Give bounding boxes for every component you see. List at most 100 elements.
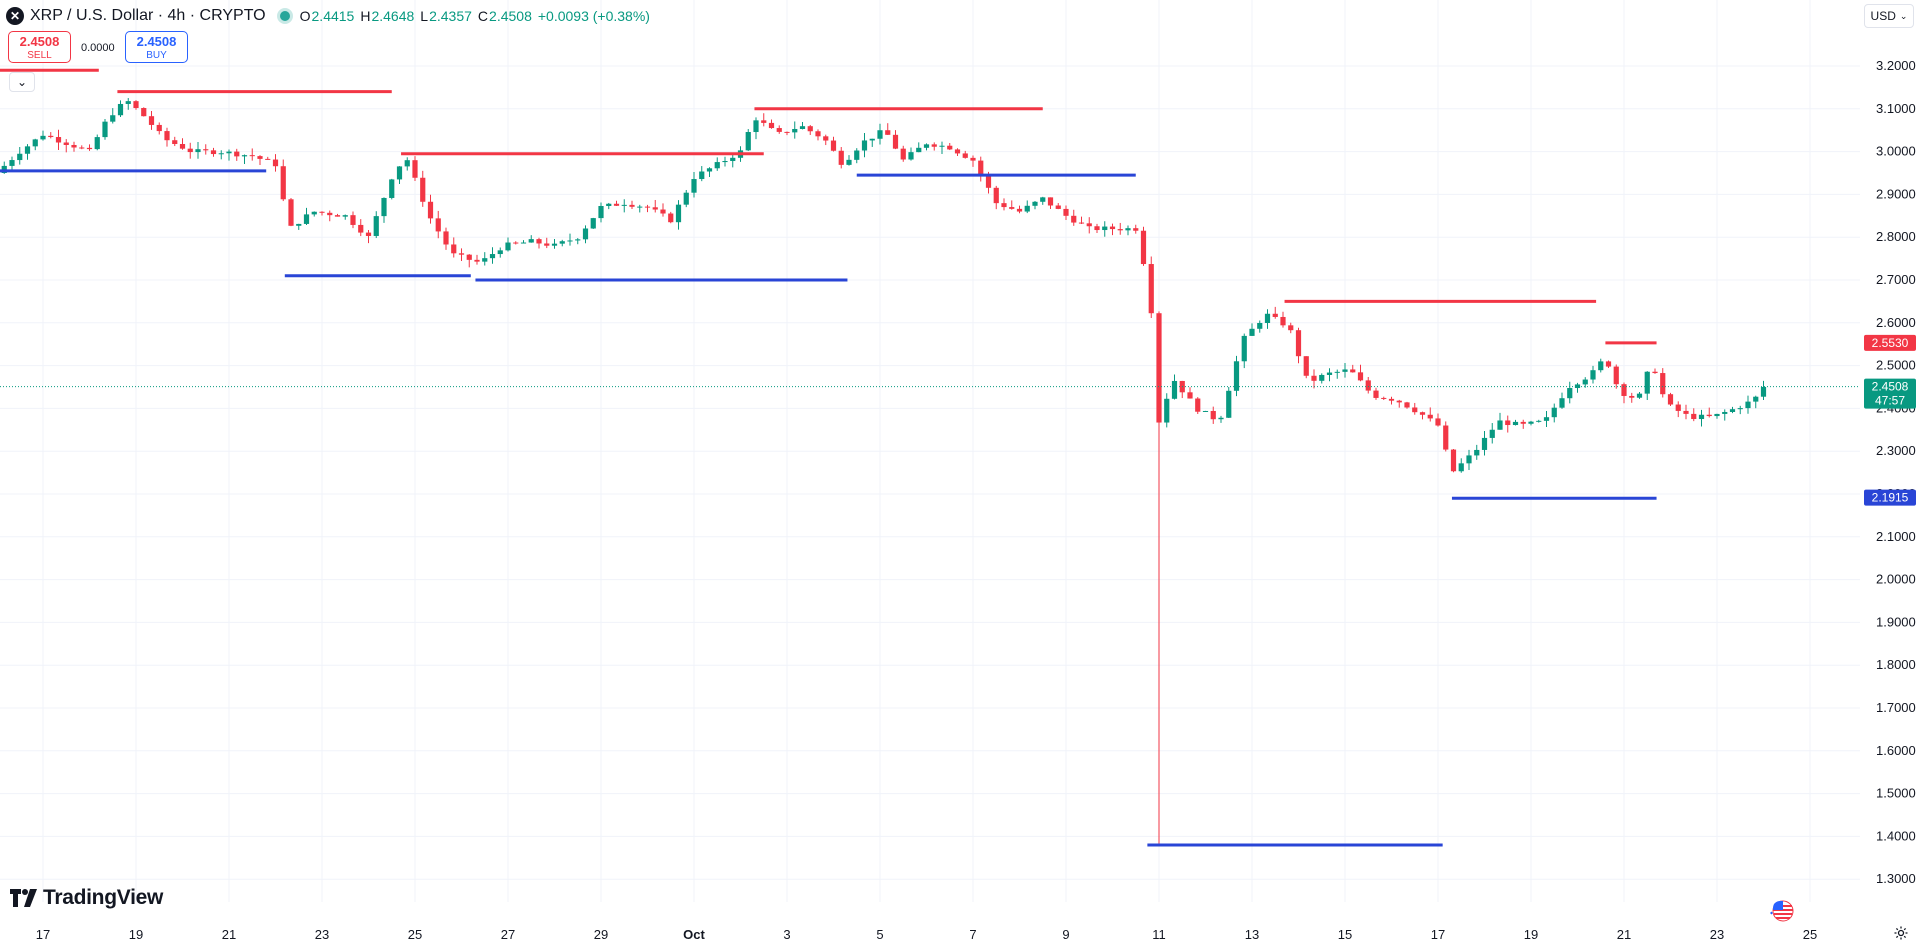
candle-body xyxy=(513,242,519,244)
candle-body xyxy=(551,243,558,246)
high-value: H2.4648 xyxy=(360,8,415,24)
candle-body xyxy=(1543,417,1550,421)
candle-body xyxy=(1458,463,1464,472)
candle-body xyxy=(1466,455,1472,464)
y-tick-label: 2.3000 xyxy=(1876,443,1916,458)
candle-body xyxy=(1388,398,1395,401)
candle-body xyxy=(125,101,131,104)
x-tick-label: 23 xyxy=(1710,927,1724,942)
price-axis-label-box xyxy=(1864,378,1916,409)
candle-body xyxy=(1295,330,1302,357)
candle-body xyxy=(1288,325,1294,331)
candle-body xyxy=(396,166,403,180)
candle-body xyxy=(1381,397,1387,399)
market-open-icon xyxy=(279,11,290,21)
open-value: O2.4415 xyxy=(299,8,355,24)
candle-body xyxy=(110,115,116,122)
candle-body xyxy=(1474,449,1480,456)
candle-body xyxy=(1505,420,1511,426)
candle-body xyxy=(420,177,426,202)
price-axis-label: 2.1915 xyxy=(1872,491,1909,505)
x-tick-label: 7 xyxy=(969,927,976,942)
candle-body xyxy=(458,253,465,255)
candle-body xyxy=(567,240,573,242)
us-flag-icon[interactable] xyxy=(1768,898,1794,924)
candle-body xyxy=(1195,398,1201,412)
candle-body xyxy=(350,215,356,225)
y-tick-label: 3.0000 xyxy=(1876,144,1916,159)
candle-body xyxy=(342,215,348,217)
candle-body xyxy=(24,146,31,154)
y-tick-label: 1.9000 xyxy=(1876,614,1916,629)
candle-body xyxy=(1009,207,1015,209)
candle-body xyxy=(1357,372,1364,381)
candle-body xyxy=(226,151,232,154)
candle-body xyxy=(1590,370,1596,380)
candle-body xyxy=(528,239,534,243)
y-tick-label: 2.7000 xyxy=(1876,272,1916,287)
candle-body xyxy=(358,224,364,233)
candle-body xyxy=(1055,205,1061,209)
candle-body xyxy=(1706,414,1712,417)
candle-body xyxy=(1334,371,1340,373)
candle-body xyxy=(582,228,589,240)
x-tick-label: 19 xyxy=(1524,927,1538,942)
candle-body xyxy=(823,136,829,141)
candle-body xyxy=(1148,264,1154,314)
candle-body xyxy=(1218,417,1224,420)
x-circle-icon[interactable]: ✕ xyxy=(6,7,24,25)
close-value: C2.4508 xyxy=(477,8,532,24)
candle-body xyxy=(575,239,581,241)
candle-body xyxy=(544,243,550,246)
change-value: +0.0093 (+0.38%) xyxy=(537,8,650,24)
candle-body xyxy=(311,211,317,215)
candle-body xyxy=(1319,374,1325,381)
y-tick-label: 1.4000 xyxy=(1876,828,1916,843)
candle-body xyxy=(443,231,449,245)
candle-body xyxy=(1342,369,1348,372)
candle-body xyxy=(489,254,496,259)
tradingview-logo[interactable]: TradingView xyxy=(10,886,163,910)
candle-body xyxy=(621,204,627,206)
candle-body xyxy=(1272,313,1278,317)
candle-body xyxy=(830,140,837,151)
candle-body xyxy=(1326,372,1333,375)
candle-body xyxy=(373,216,379,236)
gear-icon[interactable] xyxy=(1893,925,1909,941)
candle-body xyxy=(652,207,658,210)
candle-body xyxy=(706,168,713,172)
candle-body xyxy=(978,160,984,175)
candle-body xyxy=(1047,197,1054,206)
candle-body xyxy=(1753,396,1759,402)
x-tick-label: 17 xyxy=(36,927,50,942)
candle-body xyxy=(1582,379,1588,385)
candle-body xyxy=(892,134,899,149)
chevron-down-icon: ⌄ xyxy=(16,75,28,89)
y-tick-label: 2.1000 xyxy=(1876,529,1916,544)
symbol-title[interactable]: XRP / U.S. Dollar · 4h · CRYPTO xyxy=(30,7,266,24)
candle-body xyxy=(1675,404,1681,411)
currency-selector[interactable]: USD ⌄ xyxy=(1864,4,1914,28)
candle-body xyxy=(606,203,612,206)
buy-button[interactable]: 2.4508 BUY xyxy=(125,31,188,63)
candle-body xyxy=(334,215,341,217)
candle-body xyxy=(1613,366,1619,385)
x-tick-label: 27 xyxy=(501,927,515,942)
candle-body xyxy=(451,244,457,254)
candle-body xyxy=(1140,230,1147,265)
candle-body xyxy=(1605,361,1612,367)
sell-button[interactable]: 2.4508 SELL xyxy=(8,31,71,63)
candle-body xyxy=(505,242,511,251)
x-tick-label: 29 xyxy=(594,927,608,942)
candle-body xyxy=(962,153,968,158)
candle-body xyxy=(923,144,930,148)
price-axis-label-box xyxy=(1864,334,1916,351)
candle-body xyxy=(784,131,790,133)
candle-body xyxy=(1667,394,1674,405)
x-tick-label: 21 xyxy=(1617,927,1631,942)
collapse-button[interactable]: ⌄ xyxy=(9,72,35,92)
candle-body xyxy=(776,128,782,132)
y-tick-label: 1.7000 xyxy=(1876,700,1916,715)
candle-body xyxy=(1574,384,1581,389)
